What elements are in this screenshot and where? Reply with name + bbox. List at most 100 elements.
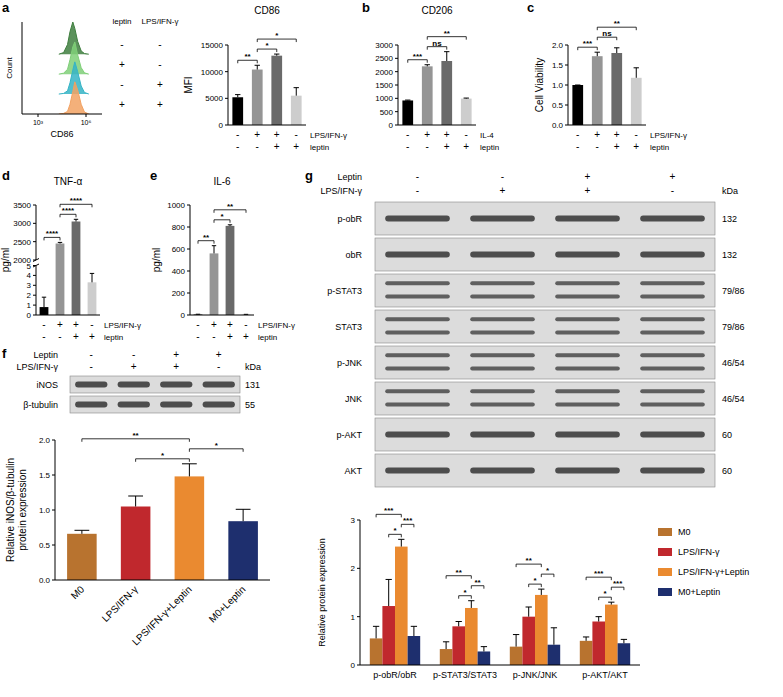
error-cap	[90, 273, 94, 274]
error-bar	[294, 88, 299, 96]
y-tick	[225, 125, 228, 126]
band-name: AKT	[344, 466, 362, 476]
blot-band	[385, 330, 450, 334]
axis-title: Relative iNOS/β-tubulinprotein expressio…	[5, 458, 28, 562]
condition-sign: -	[406, 141, 409, 152]
x-tick	[38, 114, 39, 117]
band-name: p-obR	[337, 214, 362, 224]
blot-band	[203, 382, 235, 388]
bar	[535, 595, 548, 665]
y-tick-label: 800	[172, 223, 186, 232]
bar	[618, 643, 631, 665]
title: TNF-α	[54, 176, 83, 187]
blot-strip	[70, 376, 240, 393]
error-stem	[92, 273, 93, 282]
bar	[592, 622, 605, 666]
title: IL-6	[213, 176, 231, 187]
blot-band	[470, 366, 535, 370]
y-axis	[36, 266, 37, 316]
condition-sign: -	[416, 171, 419, 182]
y-tick	[33, 241, 36, 242]
blot-band	[555, 317, 620, 321]
y-axis	[36, 205, 37, 260]
band-kda: 79/86	[722, 322, 745, 332]
y-tick	[395, 71, 398, 72]
x-tick	[86, 114, 87, 117]
bars	[40, 219, 97, 315]
panel-label: a	[2, 0, 10, 15]
error-cap	[236, 509, 251, 510]
y-tick-label: 10000	[201, 68, 224, 77]
bar-panel: 050001000015000CD86MFI-++-LPS/IFN-γ--++l…	[183, 5, 347, 152]
y-tick	[33, 205, 36, 206]
blot-band	[555, 330, 620, 334]
band-name: iNOS	[36, 380, 58, 390]
condition-sign: +	[173, 349, 179, 360]
bar	[252, 70, 263, 125]
y-tick-label: 500	[380, 108, 394, 117]
error-cap	[468, 600, 474, 601]
y-tick	[225, 98, 228, 99]
y-tick	[395, 58, 398, 59]
y-tick-label: 2.0	[552, 41, 564, 50]
error-stem	[388, 579, 389, 606]
significance-label: ***	[594, 569, 604, 578]
blot-band	[75, 382, 107, 388]
bar	[478, 651, 491, 665]
significance-label: *	[161, 451, 165, 460]
blot-band	[555, 366, 620, 370]
table-cell: +	[157, 79, 163, 90]
error-cap	[614, 47, 619, 48]
y-tick-label: 2500	[375, 54, 393, 63]
blot-band	[385, 402, 450, 406]
bars	[194, 225, 251, 315]
blot-band	[75, 402, 107, 408]
bar	[465, 608, 478, 665]
bar	[572, 85, 583, 125]
axis-title: pg/ml	[151, 248, 162, 272]
bar	[402, 100, 413, 125]
bar	[631, 78, 642, 125]
x-tick-label: p-AKT/AKT	[582, 670, 628, 680]
x-tick-label: p-JNK/JNK	[513, 670, 558, 680]
error-bar	[74, 530, 89, 534]
condition-name: LPS/IFN-γ	[104, 321, 141, 330]
y-tick	[395, 45, 398, 46]
error-stem	[135, 496, 136, 507]
bar	[72, 222, 81, 316]
y-tick	[33, 285, 36, 286]
condition-name: LPS/IFN-γ	[650, 131, 687, 140]
significance-label: *	[546, 566, 550, 575]
y-tick	[33, 275, 36, 276]
blot-band	[555, 353, 620, 357]
bars	[67, 464, 258, 580]
bar	[422, 66, 433, 125]
error-bar	[411, 626, 417, 636]
x-axis	[568, 125, 646, 126]
bar	[440, 649, 453, 665]
y-tick-label: 1.5	[39, 471, 51, 480]
condition-name: IL-4	[480, 131, 494, 140]
error-bar	[538, 589, 544, 595]
y-tick	[357, 665, 360, 666]
bar	[226, 226, 235, 315]
condition-sign: +	[585, 185, 591, 196]
y-tick	[187, 227, 190, 228]
table-cell: +	[119, 99, 125, 110]
y-tick	[395, 111, 398, 112]
blot-band	[385, 366, 450, 370]
condition-sign: -	[256, 141, 259, 152]
significance-label: *	[393, 526, 397, 535]
error-stem	[623, 639, 624, 643]
y-tick	[52, 580, 55, 581]
panel-label: d	[2, 168, 10, 183]
error-cap	[398, 539, 404, 540]
error-bar	[513, 635, 519, 647]
error-stem	[296, 88, 297, 96]
error-cap	[551, 627, 557, 628]
y-tick-label: 0	[389, 121, 394, 130]
y-tick	[565, 125, 568, 126]
condition-sign: -	[406, 129, 409, 140]
blot-band	[555, 432, 620, 438]
title: CD206	[421, 5, 453, 16]
